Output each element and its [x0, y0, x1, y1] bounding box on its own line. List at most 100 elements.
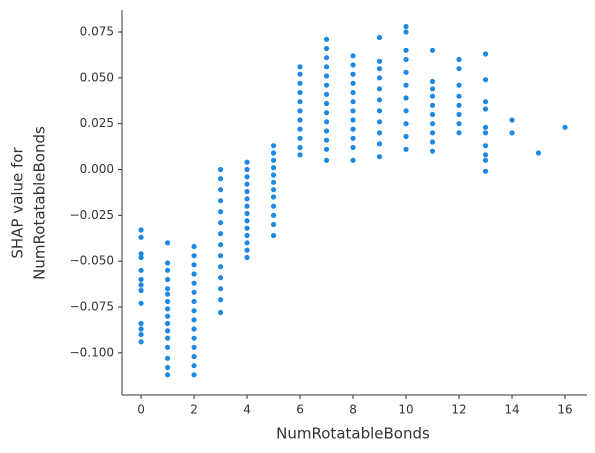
point — [244, 166, 250, 173]
point — [270, 172, 277, 178]
point — [164, 240, 171, 246]
point — [323, 36, 330, 42]
point — [270, 143, 277, 149]
point — [191, 253, 197, 259]
point — [138, 300, 144, 306]
point — [403, 95, 409, 101]
point — [323, 110, 330, 116]
point — [217, 309, 224, 316]
point — [297, 80, 303, 86]
point — [217, 253, 224, 259]
point — [217, 264, 224, 270]
point — [403, 108, 409, 114]
point — [535, 150, 542, 156]
y-tick-label: −0.025 — [70, 208, 114, 222]
x-tick-label: 0 — [137, 403, 145, 417]
point — [297, 152, 303, 158]
point — [217, 166, 224, 173]
point — [456, 93, 462, 99]
point — [509, 130, 515, 136]
point — [138, 331, 144, 338]
point — [323, 128, 330, 134]
point — [429, 93, 436, 99]
point — [270, 150, 277, 156]
x-tick-label: 14 — [504, 403, 519, 417]
x-axis-label: NumRotatableBonds — [276, 425, 430, 443]
point — [191, 372, 197, 378]
point — [191, 344, 197, 350]
point — [456, 66, 462, 72]
point — [244, 254, 250, 261]
point — [217, 297, 224, 303]
point — [297, 64, 303, 70]
point — [376, 75, 383, 81]
y-tick-label: −0.075 — [70, 300, 114, 314]
point — [350, 89, 356, 96]
point — [482, 157, 489, 163]
point — [297, 117, 303, 123]
point — [138, 276, 144, 283]
point — [482, 124, 489, 130]
point — [244, 218, 250, 224]
point — [244, 247, 250, 253]
point — [456, 130, 462, 136]
point — [482, 152, 489, 158]
point — [376, 141, 383, 147]
point — [270, 232, 277, 239]
point — [350, 157, 356, 163]
point — [244, 225, 250, 231]
point — [297, 126, 303, 132]
point — [270, 179, 277, 185]
point — [429, 47, 436, 53]
point — [323, 55, 330, 61]
point — [429, 78, 436, 85]
point — [270, 157, 277, 163]
point — [323, 91, 330, 97]
point — [270, 187, 277, 193]
point — [138, 339, 144, 345]
x-tick-label: 4 — [243, 403, 251, 417]
point — [350, 135, 356, 141]
point — [456, 102, 462, 108]
point — [164, 298, 171, 305]
point — [244, 240, 250, 246]
point — [297, 144, 303, 151]
point — [323, 64, 330, 70]
point — [403, 82, 409, 88]
point — [429, 148, 436, 154]
point — [297, 89, 303, 96]
point — [376, 97, 383, 103]
point — [429, 102, 436, 108]
point — [138, 287, 144, 294]
point — [323, 100, 330, 107]
point — [164, 267, 171, 273]
point — [191, 335, 197, 341]
y-tick-label: −0.050 — [70, 254, 114, 268]
point — [323, 119, 330, 125]
point — [323, 157, 330, 163]
point — [482, 77, 489, 83]
point — [270, 194, 277, 200]
point — [191, 289, 197, 295]
point — [164, 320, 171, 327]
point — [509, 117, 515, 123]
point — [164, 306, 171, 312]
x-tick-label: 6 — [296, 403, 304, 417]
point — [429, 86, 436, 92]
point — [350, 117, 356, 123]
point — [350, 126, 356, 132]
point — [456, 56, 462, 63]
point — [350, 53, 356, 59]
point — [323, 73, 330, 79]
point — [191, 317, 197, 323]
point — [191, 271, 197, 277]
point — [562, 124, 568, 130]
point — [191, 326, 197, 332]
point — [376, 58, 383, 64]
point — [323, 82, 330, 88]
y-axis-label: SHAP value for — [9, 147, 27, 259]
x-tick-label: 10 — [398, 403, 413, 417]
point — [376, 34, 383, 41]
point — [297, 108, 303, 114]
